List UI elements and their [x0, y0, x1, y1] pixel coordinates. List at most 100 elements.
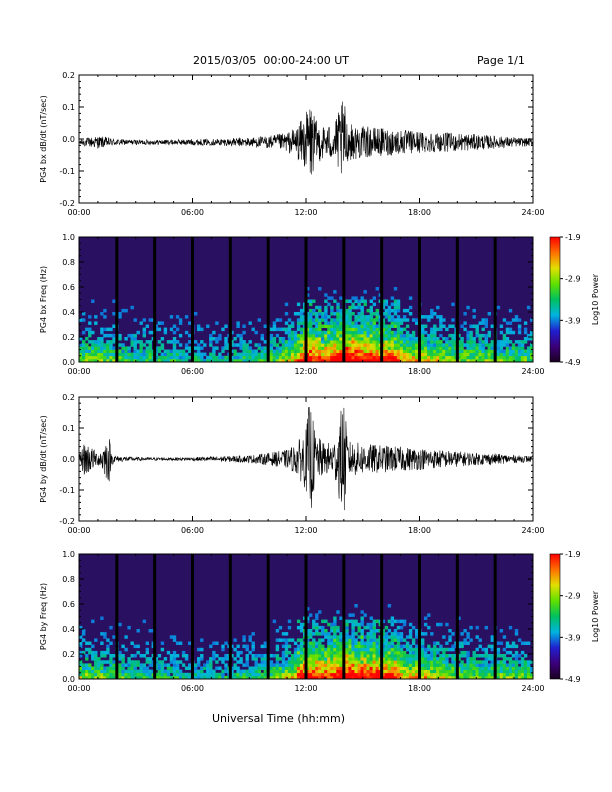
- spectrogram-cell: [408, 349, 413, 353]
- spectrogram-cell: [421, 632, 425, 636]
- spectrogram-cell: [393, 657, 398, 661]
- spectrogram-cell: [321, 650, 325, 655]
- spectrogram-cell: [121, 644, 125, 649]
- spectrogram-cell: [324, 654, 328, 658]
- spectrogram-cell: [330, 327, 334, 332]
- spectrogram-cell: [82, 669, 86, 674]
- spectrogram-cell: [296, 352, 301, 357]
- spectrogram-cell: [321, 352, 325, 357]
- spectrogram-cell: [375, 619, 379, 624]
- spectrogram-cell: [181, 672, 186, 677]
- spectrogram-cell: [272, 337, 277, 341]
- spectrogram-cell: [254, 663, 258, 667]
- spectrogram-cell: [293, 641, 298, 645]
- spectrogram-cell: [408, 352, 413, 357]
- spectrogram-cell: [463, 654, 467, 658]
- data-gap: [493, 554, 497, 679]
- spectrogram-cell: [366, 635, 370, 639]
- spectrogram-cell: [145, 666, 149, 670]
- spectrogram-cell: [118, 333, 122, 338]
- spectrogram-cell: [369, 622, 373, 627]
- spectrogram-cell: [505, 641, 510, 645]
- spectrogram-cell: [363, 290, 367, 294]
- spectrogram-cell: [194, 352, 198, 357]
- spectrogram-cell: [345, 358, 349, 363]
- spectrogram-cell: [212, 346, 216, 350]
- spectrogram-cell: [387, 647, 392, 652]
- spectrogram-cell: [484, 318, 488, 322]
- spectrogram-cell: [315, 629, 319, 633]
- spectrogram-cell: [215, 666, 219, 670]
- spectrogram-cell: [345, 352, 349, 357]
- spectrogram-cell: [287, 669, 292, 674]
- spectrogram-cell: [393, 287, 398, 291]
- spectrogram-cell: [511, 654, 516, 658]
- spectrogram-cell: [348, 647, 352, 652]
- spectrogram-cell: [427, 343, 431, 347]
- data-gap: [493, 237, 497, 362]
- spectrogram-cell: [293, 663, 298, 667]
- spectrogram-cell: [242, 343, 246, 347]
- spectrogram-cell: [82, 672, 86, 677]
- spectrogram-cell: [472, 672, 476, 677]
- spectrogram-cell: [100, 330, 104, 335]
- spectrogram-cell: [348, 349, 352, 353]
- spectrogram-cell: [369, 663, 373, 667]
- spectrogram-cell: [415, 346, 419, 350]
- spectrogram-cell: [309, 352, 313, 357]
- spectrogram-cell: [457, 666, 461, 670]
- spectrogram-cell: [360, 654, 364, 658]
- spectrogram-cell: [381, 672, 386, 677]
- spectrogram-cell: [357, 635, 361, 639]
- colorbar-tick-label: -4.9: [565, 358, 581, 367]
- spectrogram-cell: [296, 312, 301, 316]
- spectrogram-cell: [142, 330, 146, 335]
- spectrogram-cell: [499, 675, 504, 680]
- spectrogram-cell: [451, 352, 455, 357]
- spectrogram-cell: [321, 312, 325, 316]
- spectrogram-cell: [360, 324, 364, 328]
- spectrogram-cell: [281, 650, 286, 655]
- spectrogram-cell: [487, 663, 491, 667]
- spectrogram-cell: [393, 638, 398, 642]
- spectrogram-cell: [351, 641, 355, 645]
- spectrogram-cell: [133, 660, 137, 664]
- spectrogram-cell: [430, 346, 434, 350]
- spectrogram-cell: [381, 647, 386, 652]
- spectrogram-cell: [348, 315, 352, 319]
- spectrogram-cell: [145, 346, 149, 350]
- spectrogram-cell: [396, 299, 401, 303]
- spectrogram-cell: [339, 358, 343, 363]
- spectrogram-cell: [218, 358, 222, 363]
- spectrogram-cell: [79, 343, 83, 347]
- spectrogram-cell: [345, 625, 349, 630]
- spectrogram-cell: [393, 654, 398, 658]
- spectrogram-cell: [384, 632, 389, 636]
- spectrogram-cell: [363, 349, 367, 353]
- spectrogram-cell: [127, 672, 131, 677]
- spectrogram-cell: [457, 343, 461, 347]
- spectrogram-cell: [121, 666, 125, 670]
- spectrogram-cell: [381, 358, 386, 363]
- spectrogram-cell: [366, 321, 370, 325]
- spectrogram-cell: [445, 675, 449, 680]
- spectrogram-cell: [318, 638, 322, 642]
- y-tick-label: -0.2: [59, 199, 75, 208]
- spectrogram-cell: [100, 616, 104, 620]
- spectrogram-cell: [315, 321, 319, 325]
- spectrogram-cell: [478, 644, 482, 649]
- spectrogram-cell: [526, 675, 531, 680]
- spectrogram-cell: [390, 324, 395, 328]
- spectrogram-cell: [375, 333, 379, 338]
- spectrogram-cell: [281, 663, 286, 667]
- spectrogram-cell: [472, 324, 476, 328]
- spectrogram-cell: [505, 669, 510, 674]
- spectrogram-cell: [348, 657, 352, 661]
- spectrogram-cell: [136, 355, 140, 360]
- spectrogram-cell: [469, 330, 473, 335]
- spectrogram-cell: [530, 318, 534, 322]
- spectrogram-cell: [484, 654, 488, 658]
- spectrogram-cell: [312, 355, 316, 360]
- spectrogram-cell: [224, 669, 228, 674]
- spectrogram-cell: [330, 352, 334, 357]
